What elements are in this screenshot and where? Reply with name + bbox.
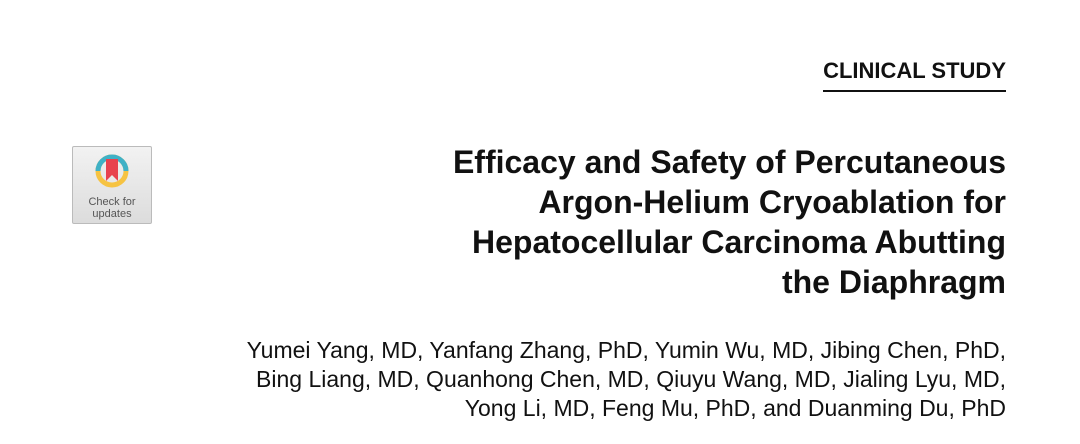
badge-line2: updates [92,208,132,220]
author-list: Yumei Yang, MD, Yanfang Zhang, PhD, Yumi… [247,336,1006,423]
badge-line1: Check for [88,196,136,208]
title-line: Hepatocellular Carcinoma Abutting [472,224,1006,260]
title-line: Efficacy and Safety of Percutaneous [452,144,1006,180]
author-line: Yumei Yang, MD, Yanfang Zhang, PhD, Yumi… [246,337,1006,363]
author-line: Bing Liang, MD, Quanhong Chen, MD, Qiuyu… [256,366,1006,392]
section-label: CLINICAL STUDY [823,58,1006,92]
check-for-updates-button[interactable]: Check for updates [72,146,152,224]
check-for-updates-icon [95,154,129,188]
article-title: Efficacy and Safety of Percutaneous Argo… [453,142,1006,302]
author-line: Yong Li, MD, Feng Mu, PhD, and Duanming … [464,395,1006,421]
title-line: Argon-Helium Cryoablation for [538,184,1006,220]
title-line: the Diaphragm [781,264,1006,300]
